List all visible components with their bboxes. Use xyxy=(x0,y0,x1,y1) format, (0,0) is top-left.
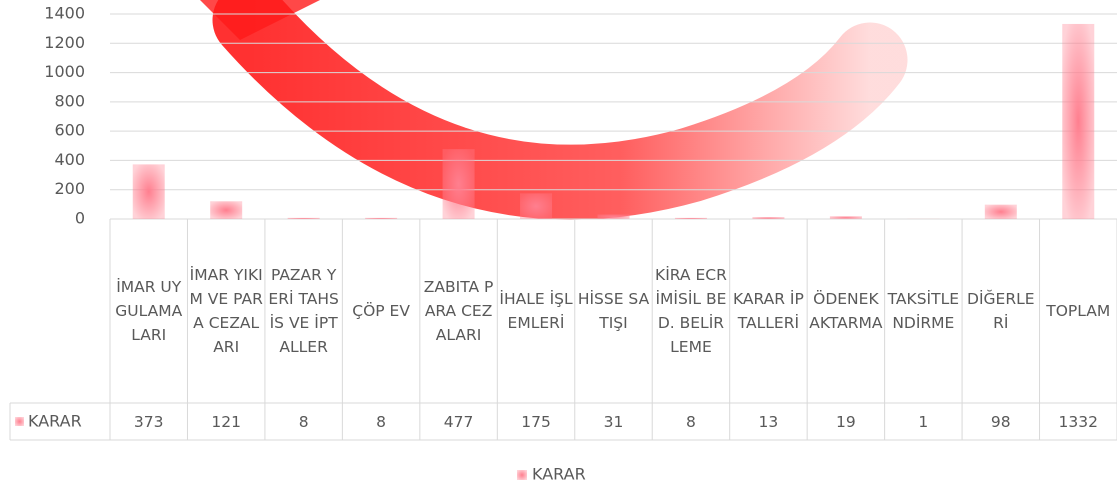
table-value: 121 xyxy=(187,403,264,440)
category-label: TAKSİTLENDİRME xyxy=(885,219,962,403)
table-value: 1 xyxy=(885,403,962,440)
table-value: 19 xyxy=(807,403,884,440)
bar xyxy=(1062,24,1094,219)
category-label: TOPLAM xyxy=(1040,219,1117,403)
category-label: ÖDENEK AKTARMA xyxy=(807,219,884,403)
watermark xyxy=(250,20,870,182)
table-value: 1332 xyxy=(1040,403,1117,440)
bar xyxy=(520,193,552,219)
table-value: 8 xyxy=(265,403,342,440)
table-legend-key xyxy=(15,417,24,426)
y-tick-label: 800 xyxy=(54,91,85,110)
bar xyxy=(985,205,1017,219)
bar xyxy=(443,149,475,219)
legend-label: KARAR xyxy=(532,465,586,484)
table-value: 31 xyxy=(575,403,652,440)
category-label: İMAR UYGULAMALARI xyxy=(110,219,187,403)
y-tick-label: 0 xyxy=(75,209,85,228)
category-label: KİRA ECRİMİSİL BED. BELİRLEME xyxy=(652,219,729,403)
table-value: 373 xyxy=(110,403,187,440)
table-value: 98 xyxy=(962,403,1039,440)
y-tick-label: 400 xyxy=(54,150,85,169)
table-value: 8 xyxy=(652,403,729,440)
bar xyxy=(133,164,165,219)
category-label: İHALE İŞLEMLERİ xyxy=(497,219,574,403)
chart: 0 200 400 600 800 1000 1200 1400 KARAR KARAR İMAR… xyxy=(0,0,1117,490)
y-tick-label: 1400 xyxy=(44,4,85,23)
category-label: HİSSE SATIŞI xyxy=(575,219,652,403)
table-row-label: KARAR xyxy=(28,412,82,431)
category-label: DİĞERLERİ xyxy=(962,219,1039,403)
table-value: 13 xyxy=(730,403,807,440)
table-value: 8 xyxy=(342,403,419,440)
category-label: PAZAR YERİ TAHSİS VE İPTALLER xyxy=(265,219,342,403)
legend-key xyxy=(517,470,527,480)
y-tick-label: 200 xyxy=(54,179,85,198)
y-tick-label: 1200 xyxy=(44,33,85,52)
y-tick-label: 600 xyxy=(54,121,85,140)
bar xyxy=(210,201,242,219)
table-value: 477 xyxy=(420,403,497,440)
category-label: ÇÖP EV xyxy=(342,219,419,403)
category-label: KARAR İPTALLERİ xyxy=(730,219,807,403)
category-label: ZABITA PARA CEZALARI xyxy=(420,219,497,403)
y-tick-label: 1000 xyxy=(44,62,85,81)
category-label: İMAR YIKIM VE PARA CEZALARI xyxy=(187,219,264,403)
table-value: 175 xyxy=(497,403,574,440)
